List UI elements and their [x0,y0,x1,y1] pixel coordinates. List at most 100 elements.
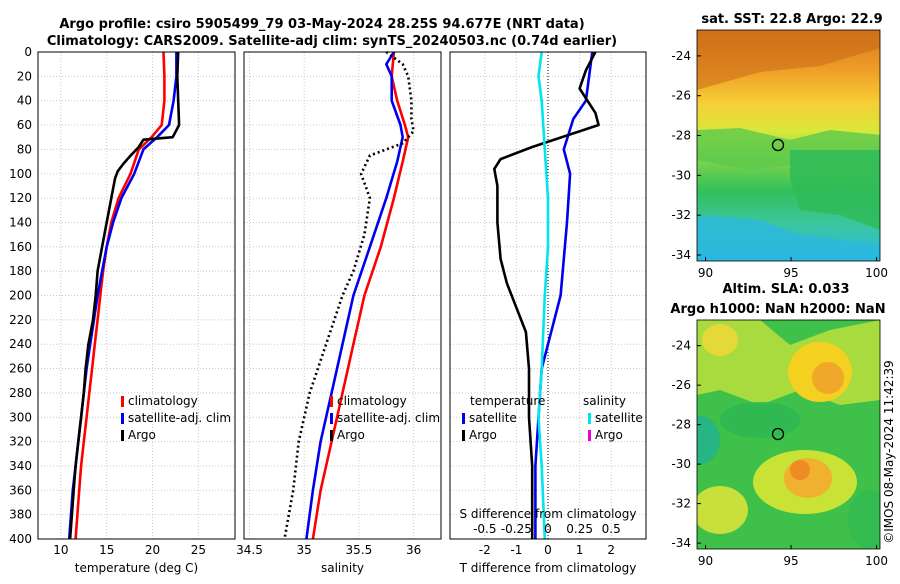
legend-label: climatology [128,394,198,408]
series-line-climatology [74,51,166,540]
legend-swatch [588,413,591,424]
series-line-s-satellite [537,51,550,540]
depth-tick-label: 380 [9,508,32,522]
depth-tick-label: 140 [9,215,32,229]
depth-tick-label: 80 [17,142,32,156]
sla-map: Altim. SLA: 0.033 Argo h1000: NaN h2000:… [670,282,888,568]
depth-tick-label: 180 [9,264,32,278]
x-tick-label: 0 [544,543,552,557]
depth-tick-label: 240 [9,337,32,351]
x-tick-label: 15 [99,543,114,557]
depth-tick-label: 220 [9,313,32,327]
axes-frame [243,51,442,540]
series-line-climatology [311,51,410,540]
legend-swatch [462,430,465,441]
map-y-tick-label: -34 [671,248,691,262]
axes-frame [449,51,647,540]
legend-swatch [330,413,333,424]
sst-argo-marker [771,138,785,152]
legend-label: satellite-adj. clim [337,411,440,425]
legend-swatch [330,396,333,407]
x-tick-label: 35.5 [346,543,373,557]
legend-label: Argo [337,428,365,442]
x-tick-label-secondary: 0 [544,522,552,536]
depth-tick-label: 260 [9,362,32,376]
sst-axes: 90 95 100 -24 -26 -28 -30 -32 -34 [671,49,888,280]
sla-axes: 90 95 100 -24 -26 -28 -30 -32 -34 [671,339,888,568]
x-tick-label: -1 [510,543,522,557]
x-axis-label: T difference from climatology [459,561,637,575]
depth-tick-label: 280 [9,386,32,400]
map-x-tick-label: 90 [698,554,713,568]
map-y-tick-label: -24 [671,49,691,63]
x-tick-label: 34.5 [236,543,263,557]
depth-tick-label: 160 [9,240,32,254]
legend-title-salinity: salinity [583,394,626,408]
x-tick-label: 10 [53,543,68,557]
x-tick-label: 1 [576,543,584,557]
legend-label: satellite [595,411,643,425]
legend-label: satellite-adj. clim [128,411,231,425]
sla-patches [697,320,880,549]
sla-map-title: Altim. SLA: 0.033 [723,282,850,297]
depth-tick-label: 360 [9,483,32,497]
x-tick-label-secondary: 0.25 [566,522,593,536]
depth-tick-label: 340 [9,459,32,473]
depth-tick-label: 20 [17,69,32,83]
sla-argo-marker [771,427,785,441]
map-y-tick-label: -32 [671,208,691,222]
x-tick-label: 36 [406,543,421,557]
x-tick-label: 20 [145,543,160,557]
sst-patches [697,30,880,261]
legend-label: Argo [128,428,156,442]
legend-label: satellite [469,411,517,425]
map-x-tick-label: 100 [865,554,888,568]
legend-swatch [462,413,465,424]
legend-label: Argo [595,428,623,442]
legend-swatch [121,430,124,441]
map-y-tick-label: -30 [671,457,691,471]
legend-label: climatology [337,394,407,408]
depth-tick-label: 400 [9,532,32,546]
depth-tick-label: 60 [17,118,32,132]
depth-tick-label: 200 [9,289,32,303]
legend-title-temperature: temperature [470,394,545,408]
map-x-tick-label: 100 [865,266,888,280]
depth-tick-label: 320 [9,435,32,449]
x-tick-label: -2 [479,543,491,557]
map-y-tick-label: -28 [671,129,691,143]
x-axis-label: temperature (deg C) [75,561,198,575]
axes-frame [37,51,236,540]
map-x-tick-label: 95 [783,266,798,280]
depth-tick-label: 0 [24,45,32,59]
figure-title-line2: Climatology: CARS2009. Satellite-adj cli… [47,34,617,49]
legend-swatch [121,413,124,424]
x-axis-label-secondary: S difference from climatology [460,507,637,521]
difference-panel: -2 -1 0 1 2 T difference from climatology temp… [449,51,647,575]
map-y-tick-label: -32 [671,497,691,511]
map-y-tick-label: -34 [671,536,691,550]
series-line-argo [68,51,181,540]
x-tick-label: 25 [191,543,206,557]
map-y-tick-label: -28 [671,418,691,432]
x-tick-label: 2 [607,543,615,557]
map-y-tick-label: -30 [671,168,691,182]
map-x-tick-label: 90 [698,266,713,280]
map-y-tick-label: -24 [671,339,691,353]
map-y-tick-label: -26 [671,89,691,103]
legend-swatch [330,430,333,441]
sst-map: sat. SST: 22.8 Argo: 22.9 90 95 100 -24 -26 -… [671,12,888,280]
map-y-tick-label: -26 [671,378,691,392]
x-tick-label-secondary: -0.25 [501,522,532,536]
x-axis-label: salinity [321,561,364,575]
series-line-t-argo [492,51,600,539]
x-tick-label-secondary: 0.5 [602,522,621,536]
sla-map-subtitle: Argo h1000: NaN h2000: NaN [670,302,885,317]
legend-label: Argo [469,428,497,442]
imos-watermark: ©IMOS 08-May-2024 11:42:39 [882,360,896,544]
depth-tick-label: 100 [9,167,32,181]
x-tick-label: 35 [297,543,312,557]
depth-tick-label: 120 [9,191,32,205]
figure-title-line1: Argo profile: csiro 5905499_79 03-May-20… [59,17,584,32]
